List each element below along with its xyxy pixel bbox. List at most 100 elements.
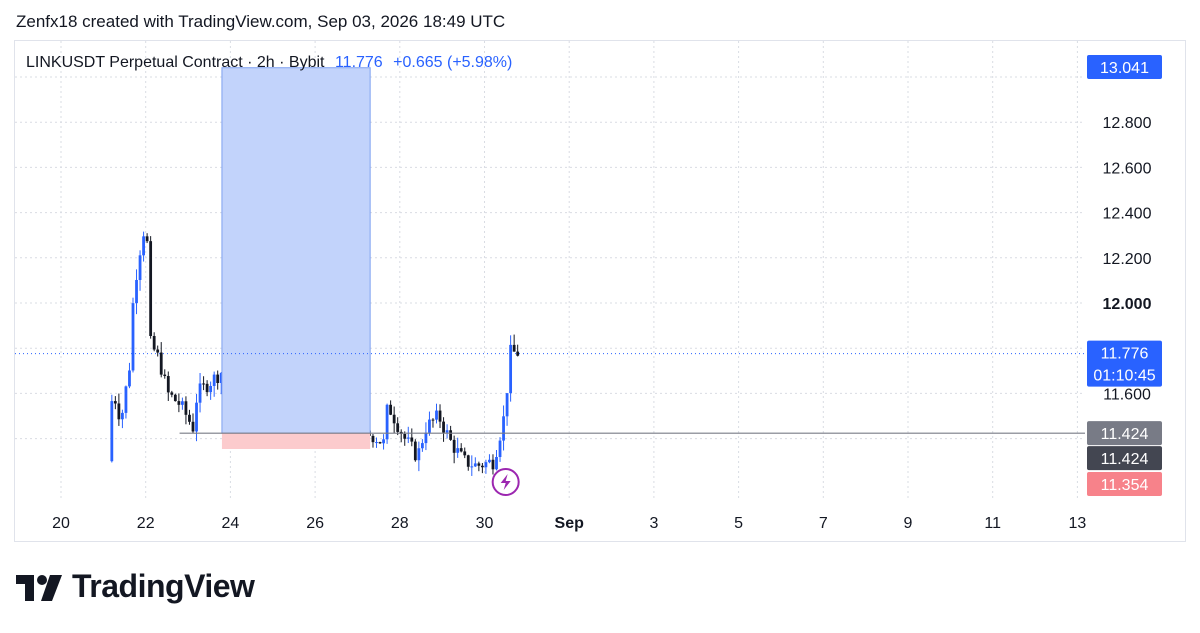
y-tick-label: 12.800 bbox=[1103, 115, 1152, 132]
candle-body bbox=[152, 335, 156, 350]
candle-body bbox=[480, 465, 484, 468]
candle-body bbox=[163, 374, 167, 377]
candle-body bbox=[216, 374, 220, 383]
candle-body bbox=[435, 410, 438, 420]
price-label-text: 13.041 bbox=[1100, 60, 1149, 77]
tradingview-logo-icon bbox=[16, 574, 62, 601]
candle-body bbox=[452, 439, 456, 453]
candle-body bbox=[198, 383, 202, 403]
candle-body bbox=[505, 393, 509, 417]
tradingview-wordmark: TradingView bbox=[72, 568, 255, 604]
lightning-bolt-icon bbox=[500, 474, 511, 490]
candle-body bbox=[188, 414, 191, 422]
candle-body bbox=[149, 241, 153, 336]
candle-body bbox=[413, 441, 417, 461]
candle-body bbox=[495, 456, 498, 470]
candle-body bbox=[389, 404, 393, 415]
candle-body bbox=[396, 423, 400, 432]
price-label-text: 11.354 bbox=[1101, 477, 1149, 494]
candle-body bbox=[392, 414, 396, 424]
x-tick-label: 22 bbox=[137, 515, 155, 532]
candle-body bbox=[375, 442, 378, 444]
candle-body bbox=[145, 236, 149, 242]
y-tick-label: 12.400 bbox=[1103, 206, 1152, 223]
price-label-badge bbox=[1087, 446, 1162, 471]
candle-body bbox=[516, 351, 520, 356]
candle-body bbox=[449, 430, 453, 440]
candle-body bbox=[159, 352, 163, 375]
candle-body bbox=[110, 401, 114, 462]
position-stop-zone bbox=[221, 433, 371, 449]
candle-body bbox=[382, 439, 385, 444]
candle-body bbox=[181, 401, 184, 405]
candle-body bbox=[456, 448, 460, 453]
x-tick-label: 20 bbox=[52, 515, 70, 532]
candle-body bbox=[184, 401, 188, 415]
y-tick-label: 12.000 bbox=[1103, 296, 1152, 313]
candle-body bbox=[205, 383, 209, 393]
candle-body bbox=[131, 303, 135, 371]
header-attribution: Zenfx18 created with TradingView.com, Se… bbox=[16, 12, 506, 31]
candle-body bbox=[166, 376, 170, 393]
y-tick-label: 12.600 bbox=[1103, 160, 1152, 177]
candle-body bbox=[406, 437, 410, 439]
candle-body bbox=[378, 442, 382, 444]
legend-symbol: LINKUSDT Perpetual Contract · 2h · Bybit bbox=[26, 54, 325, 71]
candle-body bbox=[470, 466, 474, 468]
candle-body bbox=[128, 370, 131, 387]
candle-body bbox=[209, 385, 213, 393]
price-label-badge bbox=[1087, 340, 1162, 387]
candle-body bbox=[438, 410, 442, 422]
candle-body bbox=[442, 421, 445, 433]
candle-body bbox=[498, 440, 502, 457]
candle-body bbox=[484, 462, 488, 468]
candle-body bbox=[113, 401, 117, 404]
candle-body bbox=[385, 404, 389, 440]
candle-body bbox=[491, 459, 495, 470]
x-tick-label: Sep bbox=[555, 515, 585, 532]
candle-body bbox=[502, 416, 505, 441]
candle-body bbox=[488, 459, 491, 463]
price-label-badge bbox=[1087, 472, 1162, 496]
legend-change: +0.665 (+5.98%) bbox=[393, 54, 513, 71]
candle-body bbox=[403, 433, 407, 439]
candle-body bbox=[509, 344, 513, 394]
candle-body bbox=[445, 430, 449, 433]
candle-body bbox=[512, 344, 516, 352]
price-label-text: 11.424 bbox=[1101, 426, 1149, 443]
x-tick-label: 30 bbox=[476, 515, 494, 532]
candle-body bbox=[466, 455, 470, 467]
y-tick-label: 12.200 bbox=[1103, 251, 1152, 268]
x-tick-label: 13 bbox=[1069, 515, 1087, 532]
candle-body bbox=[473, 463, 477, 467]
candle-body bbox=[142, 236, 145, 256]
candle-body bbox=[138, 255, 142, 280]
candle-body bbox=[424, 432, 428, 444]
candle-body bbox=[428, 419, 431, 433]
candle-body bbox=[135, 279, 138, 304]
candle-body bbox=[431, 419, 435, 421]
candle-body bbox=[173, 394, 177, 402]
candle-body bbox=[417, 448, 421, 461]
x-tick-label: 28 bbox=[391, 515, 409, 532]
x-tick-label: 11 bbox=[984, 515, 1001, 532]
legend-last-price: 11.776 bbox=[334, 54, 383, 71]
price-label-text: 11.776 bbox=[1101, 346, 1149, 363]
countdown-label-text: 01:10:45 bbox=[1093, 368, 1155, 385]
x-tick-label: 7 bbox=[819, 515, 828, 532]
candle-body bbox=[202, 383, 205, 385]
chart-frame[interactable] bbox=[14, 40, 1186, 542]
candle-body bbox=[121, 412, 124, 420]
x-tick-label: 9 bbox=[904, 515, 913, 532]
position-target-zone bbox=[221, 67, 371, 434]
candle-body bbox=[124, 386, 128, 413]
candle-body bbox=[459, 448, 463, 452]
candle-body bbox=[191, 421, 195, 432]
candle-body bbox=[195, 402, 198, 432]
x-tick-label: 24 bbox=[222, 515, 240, 532]
candle-body bbox=[463, 451, 467, 456]
candle-body bbox=[156, 349, 160, 353]
price-label-text: 11.424 bbox=[1101, 451, 1149, 468]
candle-body bbox=[170, 392, 174, 395]
